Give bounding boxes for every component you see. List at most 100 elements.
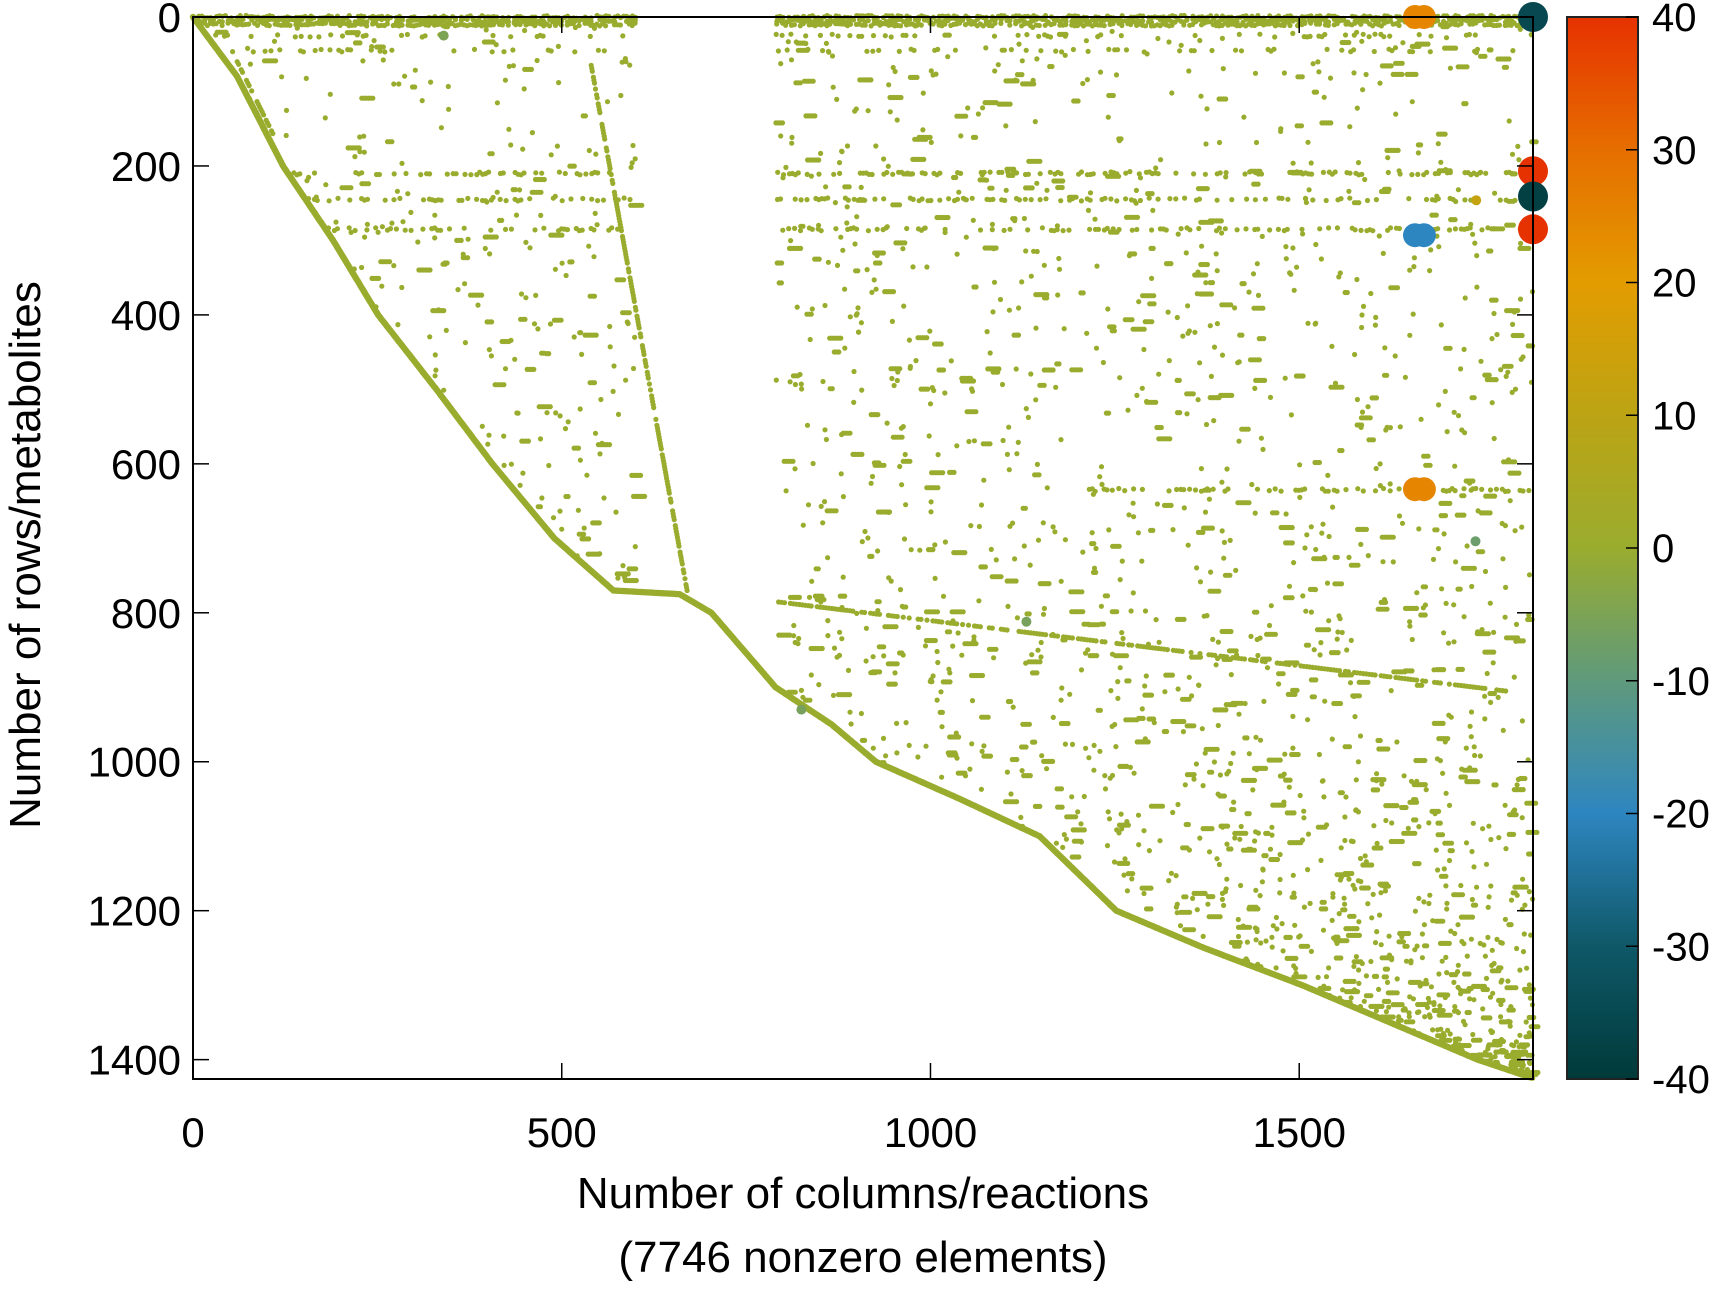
matrix-entry (1170, 527, 1176, 533)
matrix-entry (1283, 244, 1289, 250)
matrix-entry (876, 47, 882, 54)
matrix-entry (1434, 193, 1440, 199)
matrix-entry (1329, 917, 1335, 924)
matrix-entry (1323, 906, 1329, 912)
matrix-entry (1197, 835, 1203, 841)
matrix-entry (548, 152, 554, 158)
matrix-entry (607, 323, 613, 330)
matrix-entry (1078, 367, 1084, 373)
matrix-entry (1238, 48, 1245, 54)
matrix-entry (815, 566, 821, 572)
matrix-entry (1290, 713, 1296, 720)
matrix-entry (825, 555, 831, 561)
matrix-entry (620, 33, 626, 39)
matrix-entry (1261, 698, 1267, 705)
matrix-entry (1173, 196, 1179, 202)
matrix-entry (1462, 197, 1468, 203)
matrix-entry (1191, 48, 1197, 54)
matrix-entry (902, 451, 908, 458)
matrix-entry (1300, 593, 1306, 599)
matrix-entry (1025, 414, 1031, 420)
matrix-entry (1421, 922, 1427, 928)
matrix-entry (557, 413, 563, 419)
matrix-entry (1211, 418, 1217, 424)
matrix-entry (1436, 971, 1442, 977)
matrix-entry (1301, 815, 1307, 821)
matrix-entry (818, 599, 824, 605)
matrix-entry (830, 84, 836, 90)
matrix-entry (584, 472, 590, 478)
matrix-entry (1003, 187, 1009, 193)
matrix-entry (803, 40, 809, 47)
matrix-entry (1199, 726, 1205, 732)
matrix-entry (1446, 227, 1453, 233)
matrix-entry (1248, 633, 1254, 640)
matrix-entry (1155, 171, 1161, 177)
matrix-entry (1467, 723, 1473, 729)
matrix-entry (1394, 285, 1401, 291)
matrix-entry (877, 669, 883, 675)
matrix-entry (559, 198, 565, 204)
matrix-entry (1388, 63, 1394, 69)
matrix-entry (935, 452, 941, 458)
matrix-entry (827, 21, 833, 27)
matrix-entry (1142, 23, 1149, 29)
matrix-entry (422, 33, 428, 39)
matrix-entry (1400, 40, 1406, 46)
matrix-entry (1348, 838, 1354, 844)
matrix-entry (993, 245, 999, 251)
matrix-entry (1458, 366, 1464, 372)
matrix-entry (1446, 681, 1452, 687)
matrix-entry (937, 170, 943, 176)
matrix-entry (1224, 876, 1230, 882)
matrix-entry (1080, 80, 1086, 87)
matrix-entry (1521, 931, 1527, 937)
matrix-entry (1134, 226, 1140, 233)
matrix-entry (1228, 656, 1234, 663)
matrix-entry (653, 416, 659, 422)
matrix-entry (1196, 225, 1202, 232)
matrix-entry (1228, 302, 1234, 308)
matrix-entry (935, 46, 941, 53)
matrix-entry (1236, 31, 1242, 37)
matrix-entry (266, 23, 272, 29)
matrix-entry (1290, 745, 1296, 751)
matrix-entry (1115, 695, 1121, 702)
matrix-entry (1205, 901, 1211, 907)
matrix-entry (379, 283, 385, 289)
matrix-entry (399, 22, 405, 28)
matrix-entry (862, 22, 868, 28)
matrix-entry (1097, 748, 1103, 754)
matrix-entry (1117, 577, 1123, 583)
matrix-entry (248, 33, 254, 40)
matrix-entry (1114, 198, 1120, 204)
matrix-entry (1462, 774, 1468, 780)
matrix-entry (1170, 809, 1176, 816)
matrix-entry (854, 610, 860, 617)
matrix-entry (1357, 733, 1364, 739)
matrix-entry (1517, 1032, 1523, 1038)
matrix-entry (556, 169, 563, 175)
matrix-entry (1254, 486, 1261, 492)
matrix-entry (1155, 35, 1161, 42)
matrix-entry (1294, 660, 1300, 666)
matrix-entry (213, 21, 219, 27)
matrix-entry (1480, 826, 1486, 832)
matrix-entry (1469, 896, 1475, 903)
matrix-entry (1050, 758, 1056, 765)
matrix-entry (859, 33, 865, 39)
matrix-entry (1433, 847, 1439, 853)
matrix-entry (1302, 20, 1308, 26)
matrix-entry (807, 336, 813, 343)
matrix-entry (1339, 447, 1345, 454)
matrix-entry (1406, 196, 1412, 202)
matrix-entry (1273, 914, 1279, 921)
matrix-entry (1427, 268, 1433, 274)
matrix-entry (432, 352, 438, 358)
matrix-entry (532, 227, 538, 233)
matrix-entry (462, 171, 468, 177)
matrix-entry (1060, 228, 1066, 234)
matrix-entry (1447, 168, 1453, 174)
matrix-entry (1202, 171, 1208, 177)
matrix-entry (1306, 187, 1312, 193)
